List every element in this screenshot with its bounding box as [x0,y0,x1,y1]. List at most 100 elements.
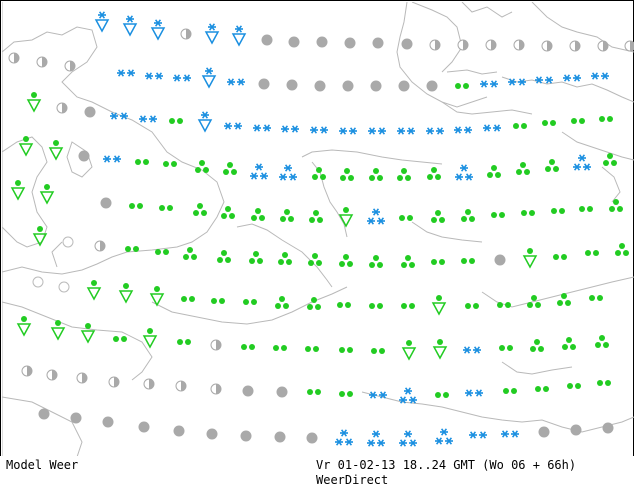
light-rain-dots-icon [521,210,535,216]
overcast-disc-icon [242,385,254,397]
light-rain-dots-icon [589,295,603,301]
overcast-disc-icon [398,80,410,92]
showers-triangle-icon [401,340,417,361]
heavy-snow-asterisk-icon [455,164,473,181]
light-rain-dots-icon [307,389,321,395]
coastline-17 [561,131,634,161]
overcast-disc-icon [401,38,413,50]
light-rain-dots-icon [499,345,513,351]
light-rain-dots-icon [211,298,225,304]
snow-asterisk-icon [281,125,299,133]
coastline-8 [311,161,348,238]
showers-triangle-icon [10,180,26,201]
rain-dots-icon [309,210,323,223]
coastline-18 [601,166,621,203]
light-rain-dots-icon [273,345,287,351]
showers-triangle-icon [432,339,448,360]
showers-triangle-icon [18,136,34,157]
snow-asterisk-icon [563,74,581,82]
overcast-disc-icon [288,36,300,48]
partly-cloudy-half-disc-icon [597,40,609,52]
heavy-snow-asterisk-icon [279,164,297,181]
showers-triangle-icon [118,283,134,304]
heavy-snow-asterisk-icon [335,429,353,446]
partly-cloudy-half-disc-icon [8,52,20,64]
snow-asterisk-icon [224,122,242,130]
snow-asterisk-icon [483,124,501,132]
overcast-disc-icon [84,106,96,118]
snow-asterisk-icon [397,127,415,135]
partly-cloudy-half-disc-icon [108,376,120,388]
light-rain-dots-icon [177,339,191,345]
overcast-disc-icon [538,426,550,438]
rain-dots-icon [427,167,441,180]
coastline-15 [501,76,634,103]
snow-asterisk-icon [310,126,328,134]
rain-dots-icon [183,247,197,260]
light-rain-dots-icon [169,118,183,124]
light-rain-dots-icon [163,161,177,167]
light-rain-dots-icon [431,259,445,265]
snow-asterisk-icon [139,115,157,123]
partly-cloudy-half-disc-icon [21,365,33,377]
rain-dots-icon [562,337,576,350]
light-rain-dots-icon [129,203,143,209]
light-rain-dots-icon [503,388,517,394]
light-rain-dots-icon [551,208,565,214]
overcast-disc-icon [274,431,286,443]
snow-asterisk-icon [368,127,386,135]
snow-asterisk-icon [103,155,121,163]
coastline-22 [501,361,573,375]
light-rain-dots-icon [339,347,353,353]
overcast-disc-icon [102,416,114,428]
rain-dots-icon [339,254,353,267]
showers-triangle-icon [80,323,96,344]
coastline-21 [361,391,634,433]
overcast-disc-icon [206,428,218,440]
clear-circle-icon [62,236,74,248]
showers-triangle-icon [50,320,66,341]
light-rain-dots-icon [599,116,613,122]
snow-asterisk-icon [117,69,135,77]
coastline-1 [51,241,63,268]
overcast-disc-icon [78,150,90,162]
coastline-12 [446,69,498,75]
rain-dots-icon [557,293,571,306]
rain-dots-icon [530,339,544,352]
overcast-disc-icon [570,424,582,436]
heavy-snow-asterisk-icon [399,387,417,404]
partly-cloudy-half-disc-icon [56,102,68,114]
light-rain-dots-icon [597,380,611,386]
rain-dots-icon [280,209,294,222]
coastline-9 [301,149,443,165]
rain-dots-icon [308,253,322,266]
coastline-2 [2,136,48,248]
partly-cloudy-half-disc-icon [485,39,497,51]
rain-dots-icon [312,167,326,180]
heavy-snow-asterisk-icon [573,154,591,171]
heavy-snow-asterisk-icon [367,430,385,447]
coastline-19 [411,221,483,243]
overcast-disc-icon [286,79,298,91]
partly-cloudy-half-disc-icon [457,39,469,51]
partly-cloudy-half-disc-icon [210,339,222,351]
light-rain-dots-icon [399,215,413,221]
snow-showers-icon [204,23,220,45]
weather-map-canvas [2,2,634,457]
coastline-4 [2,301,153,381]
snow-asterisk-icon [339,127,357,135]
showers-triangle-icon [26,92,42,113]
map-footer: Model Weer Vr 01-02-13 18..24 GMT (Wo 06… [0,456,634,490]
partly-cloudy-half-disc-icon [210,383,222,395]
coastline-10 [396,2,488,108]
rain-dots-icon [251,208,265,221]
overcast-disc-icon [38,408,50,420]
rain-dots-icon [275,296,289,309]
snow-asterisk-icon [227,78,245,86]
heavy-snow-asterisk-icon [367,208,385,225]
partly-cloudy-half-disc-icon [569,40,581,52]
coastline-3 [66,141,93,178]
overcast-disc-icon [100,197,112,209]
rain-dots-icon [195,160,209,173]
coastline-0 [2,26,225,275]
